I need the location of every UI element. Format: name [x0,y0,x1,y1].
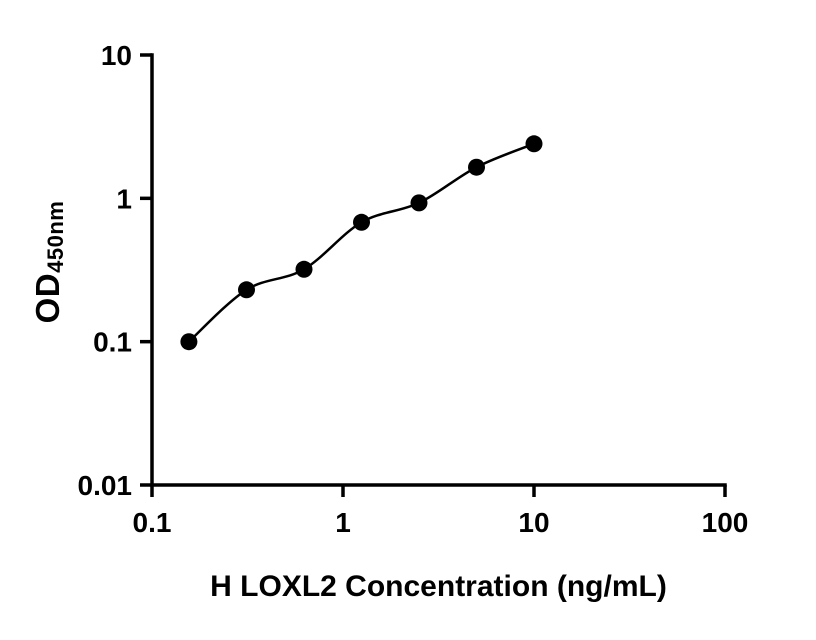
x-tick-label: 1 [335,507,351,538]
x-tick-label: 100 [702,507,749,538]
axes-spines [150,53,727,487]
x-tick-label: 10 [518,507,549,538]
data-point [295,260,313,278]
y-tick-label: 0.1 [93,327,132,358]
fit-curve [188,142,535,343]
x-axis-label: H LOXL2 Concentration (ng/mL) [210,570,667,603]
y-tick-label: 0.01 [78,470,133,501]
y-tick-label: 1 [116,183,132,214]
data-point [238,281,255,299]
data-point [353,213,370,231]
data-point [525,135,543,153]
data-point [180,333,198,351]
data-point [410,194,428,212]
x-tick-label: 0.1 [133,507,172,538]
data-point [468,158,485,176]
y-tick-label: 10 [101,40,132,71]
